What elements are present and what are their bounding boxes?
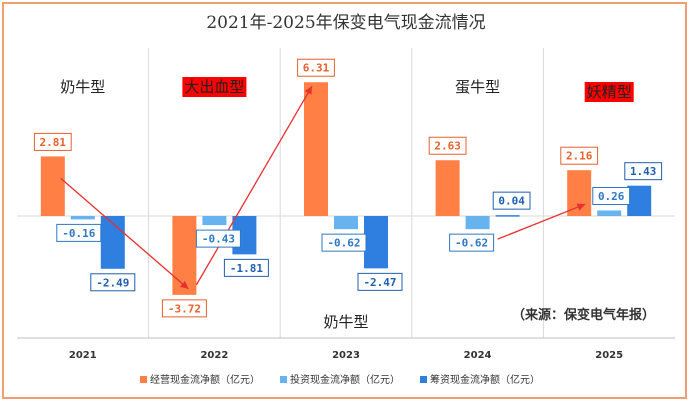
- bar-2022-series-1: [172, 216, 197, 295]
- value-label-2024-series-3: 0.04: [492, 191, 531, 210]
- type-tag-2022: 大出血型: [182, 77, 247, 97]
- bar-2025-series-3: [627, 185, 652, 216]
- arrows-layer: [60, 85, 586, 290]
- x-tick-label: 2025: [595, 350, 623, 361]
- value-label-2023-series-2: -0.62: [321, 233, 367, 252]
- trend-arrow-1: [60, 177, 189, 290]
- value-label-2023-series-1: 6.31: [297, 58, 335, 77]
- value-label-2022-series-2: -0.43: [195, 229, 241, 248]
- source-note: （来源：保变电气年报）: [512, 307, 655, 323]
- type-tag-2024: 蛋牛型: [455, 78, 500, 96]
- value-label-2025-series-1: 2.16: [560, 146, 599, 165]
- type-tag-2025: 妖精型: [584, 82, 634, 102]
- svg-text:奶牛型: 奶牛型: [323, 313, 368, 331]
- legend-item-3: 筹资现金流净额（亿元）: [420, 373, 540, 386]
- x-tick-label: 2021: [69, 350, 97, 361]
- legend-label: 筹资现金流净额（亿元）: [430, 373, 540, 386]
- legend-label: 经营现金流净额（亿元）: [150, 373, 260, 386]
- bar-2025-series-2: [597, 210, 622, 216]
- labels-layer: 2.81 -0.16 -2.49 -3.72 -0.43 -1.81 6.31 -0.62 -2…: [33, 58, 663, 318]
- x-tick-label: 2023: [332, 350, 360, 361]
- bar-2021-series-2: [70, 216, 95, 220]
- chart-title: 2021年-2025年保变电气现金流情况: [206, 13, 485, 33]
- svg-text:-0.62: -0.62: [455, 237, 488, 250]
- value-label-2025-series-2: 0.26: [592, 186, 631, 205]
- svg-text:-3.72: -3.72: [168, 302, 201, 315]
- bar-2022-series-2: [202, 216, 227, 226]
- bar-2023-series-2: [334, 216, 358, 230]
- legend-swatch: [280, 376, 287, 383]
- bar-2025-series-1: [567, 170, 592, 216]
- x-tick-label: 2022: [200, 350, 228, 361]
- svg-text:大出血型: 大出血型: [184, 78, 244, 96]
- bar-2024-series-1: [435, 160, 460, 216]
- svg-text:-1.81: -1.81: [230, 262, 263, 275]
- svg-text:奶牛型: 奶牛型: [60, 78, 105, 96]
- svg-text:妖精型: 妖精型: [587, 83, 632, 101]
- trend-arrow-3: [497, 203, 586, 240]
- legend: 经营现金流净额（亿元） 投资现金流净额（亿元） 筹资现金流净额（亿元）: [140, 373, 540, 386]
- value-label-2024-series-2: -0.62: [449, 233, 495, 252]
- svg-text:-2.47: -2.47: [363, 276, 396, 289]
- bar-2023-series-1: [304, 82, 328, 216]
- svg-text:6.31: 6.31: [303, 62, 330, 75]
- svg-text:1.43: 1.43: [630, 165, 657, 178]
- bar-2024-series-2: [465, 216, 490, 230]
- value-label-2025-series-3: 1.43: [624, 162, 663, 181]
- type-tag-2021: 奶牛型: [60, 78, 105, 96]
- legend-swatch: [140, 376, 147, 383]
- value-label-2021-series-2: -0.16: [56, 223, 102, 242]
- bar-2021-series-3: [100, 216, 125, 269]
- bars-layer: [40, 82, 652, 295]
- bar-2024-series-3: [495, 215, 520, 217]
- type-tag-2023: 奶牛型: [323, 313, 368, 331]
- svg-text:蛋牛型: 蛋牛型: [455, 78, 500, 96]
- svg-text:2.63: 2.63: [434, 140, 461, 153]
- trend-arrow-2: [195, 85, 313, 286]
- svg-text:-0.62: -0.62: [327, 237, 360, 250]
- legend-swatch: [420, 376, 427, 383]
- bar-2023-series-3: [364, 216, 388, 269]
- value-label-2021-series-1: 2.81: [33, 132, 72, 151]
- legend-label: 投资现金流净额（亿元）: [290, 373, 400, 386]
- svg-text:-0.16: -0.16: [62, 227, 95, 240]
- value-label-2022-series-1: -3.72: [161, 299, 207, 318]
- svg-text:2.81: 2.81: [40, 136, 67, 149]
- value-label-2024-series-1: 2.63: [428, 136, 467, 155]
- value-label-2023-series-3: -2.47: [357, 272, 403, 291]
- value-label-2021-series-3: -2.49: [90, 273, 136, 292]
- x-tick-label: 2024: [464, 350, 492, 361]
- value-label-2022-series-3: -1.81: [223, 258, 269, 277]
- svg-text:-2.49: -2.49: [96, 276, 129, 289]
- svg-text:0.26: 0.26: [598, 190, 625, 203]
- legend-item-1: 经营现金流净额（亿元）: [140, 373, 260, 386]
- svg-text:-0.43: -0.43: [202, 233, 235, 246]
- svg-text:2.16: 2.16: [566, 150, 593, 163]
- svg-text:0.04: 0.04: [498, 195, 525, 208]
- legend-item-2: 投资现金流净额（亿元）: [280, 373, 400, 386]
- axis-layer: 2021 2022 2023 2024 2025: [69, 350, 623, 361]
- bar-2021-series-1: [40, 156, 65, 216]
